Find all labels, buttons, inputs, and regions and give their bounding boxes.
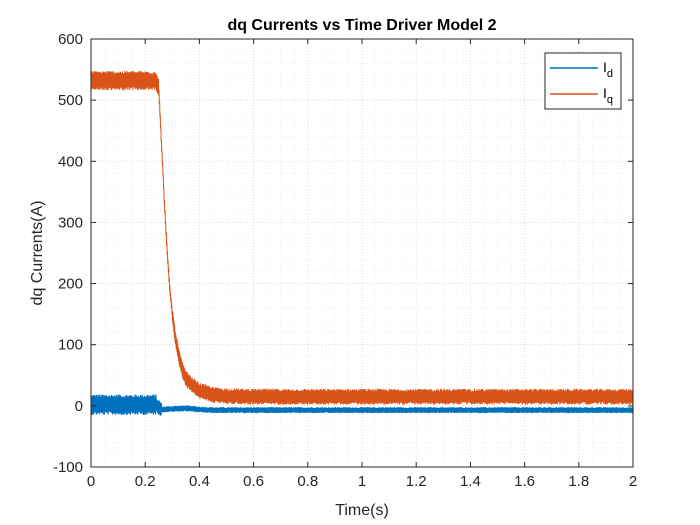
y-tick-label: 100 bbox=[58, 337, 83, 354]
series-line-iq bbox=[90, 70, 634, 405]
legend: Id Iq bbox=[544, 52, 622, 110]
x-axis: 0 0.2 0.4 0.6 0.8 1 1.2 1.4 1.6 1.8 2 bbox=[87, 39, 637, 490]
legend-label-id: Id bbox=[603, 59, 613, 80]
x-tick-label: 1.6 bbox=[514, 473, 535, 490]
x-tick-label: 0.6 bbox=[243, 473, 264, 490]
y-tick-label: 400 bbox=[58, 153, 83, 170]
plot-area bbox=[90, 38, 634, 468]
legend-label-iq: Iq bbox=[603, 85, 613, 106]
x-tick-label: 1.4 bbox=[460, 473, 481, 490]
x-tick-label: 0.8 bbox=[297, 473, 318, 490]
y-tick-label: 0 bbox=[75, 398, 83, 415]
x-tick-label: 0.2 bbox=[135, 473, 156, 490]
y-axis: -100 0 100 200 300 400 500 600 bbox=[53, 31, 633, 476]
x-tick-label: 0 bbox=[87, 473, 95, 490]
x-axis-title: Time(s) bbox=[335, 502, 389, 519]
series-line-id bbox=[90, 394, 634, 416]
y-axis-title: dq Currents(A) bbox=[29, 201, 46, 306]
x-tick-label: 1.8 bbox=[568, 473, 589, 490]
x-tick-label: 1.2 bbox=[406, 473, 427, 490]
x-tick-label: 0.4 bbox=[189, 473, 210, 490]
x-tick-label: 2 bbox=[629, 473, 637, 490]
y-tick-label: 600 bbox=[58, 31, 83, 48]
y-tick-label: -100 bbox=[53, 459, 83, 476]
x-tick-label: 1 bbox=[358, 473, 366, 490]
y-tick-label: 500 bbox=[58, 92, 83, 109]
series-layer bbox=[90, 70, 634, 416]
y-tick-label: 300 bbox=[58, 214, 83, 231]
y-tick-label: 200 bbox=[58, 276, 83, 293]
legend-box bbox=[544, 52, 622, 110]
chart-title: dq Currents vs Time Driver Model 2 bbox=[227, 17, 496, 34]
